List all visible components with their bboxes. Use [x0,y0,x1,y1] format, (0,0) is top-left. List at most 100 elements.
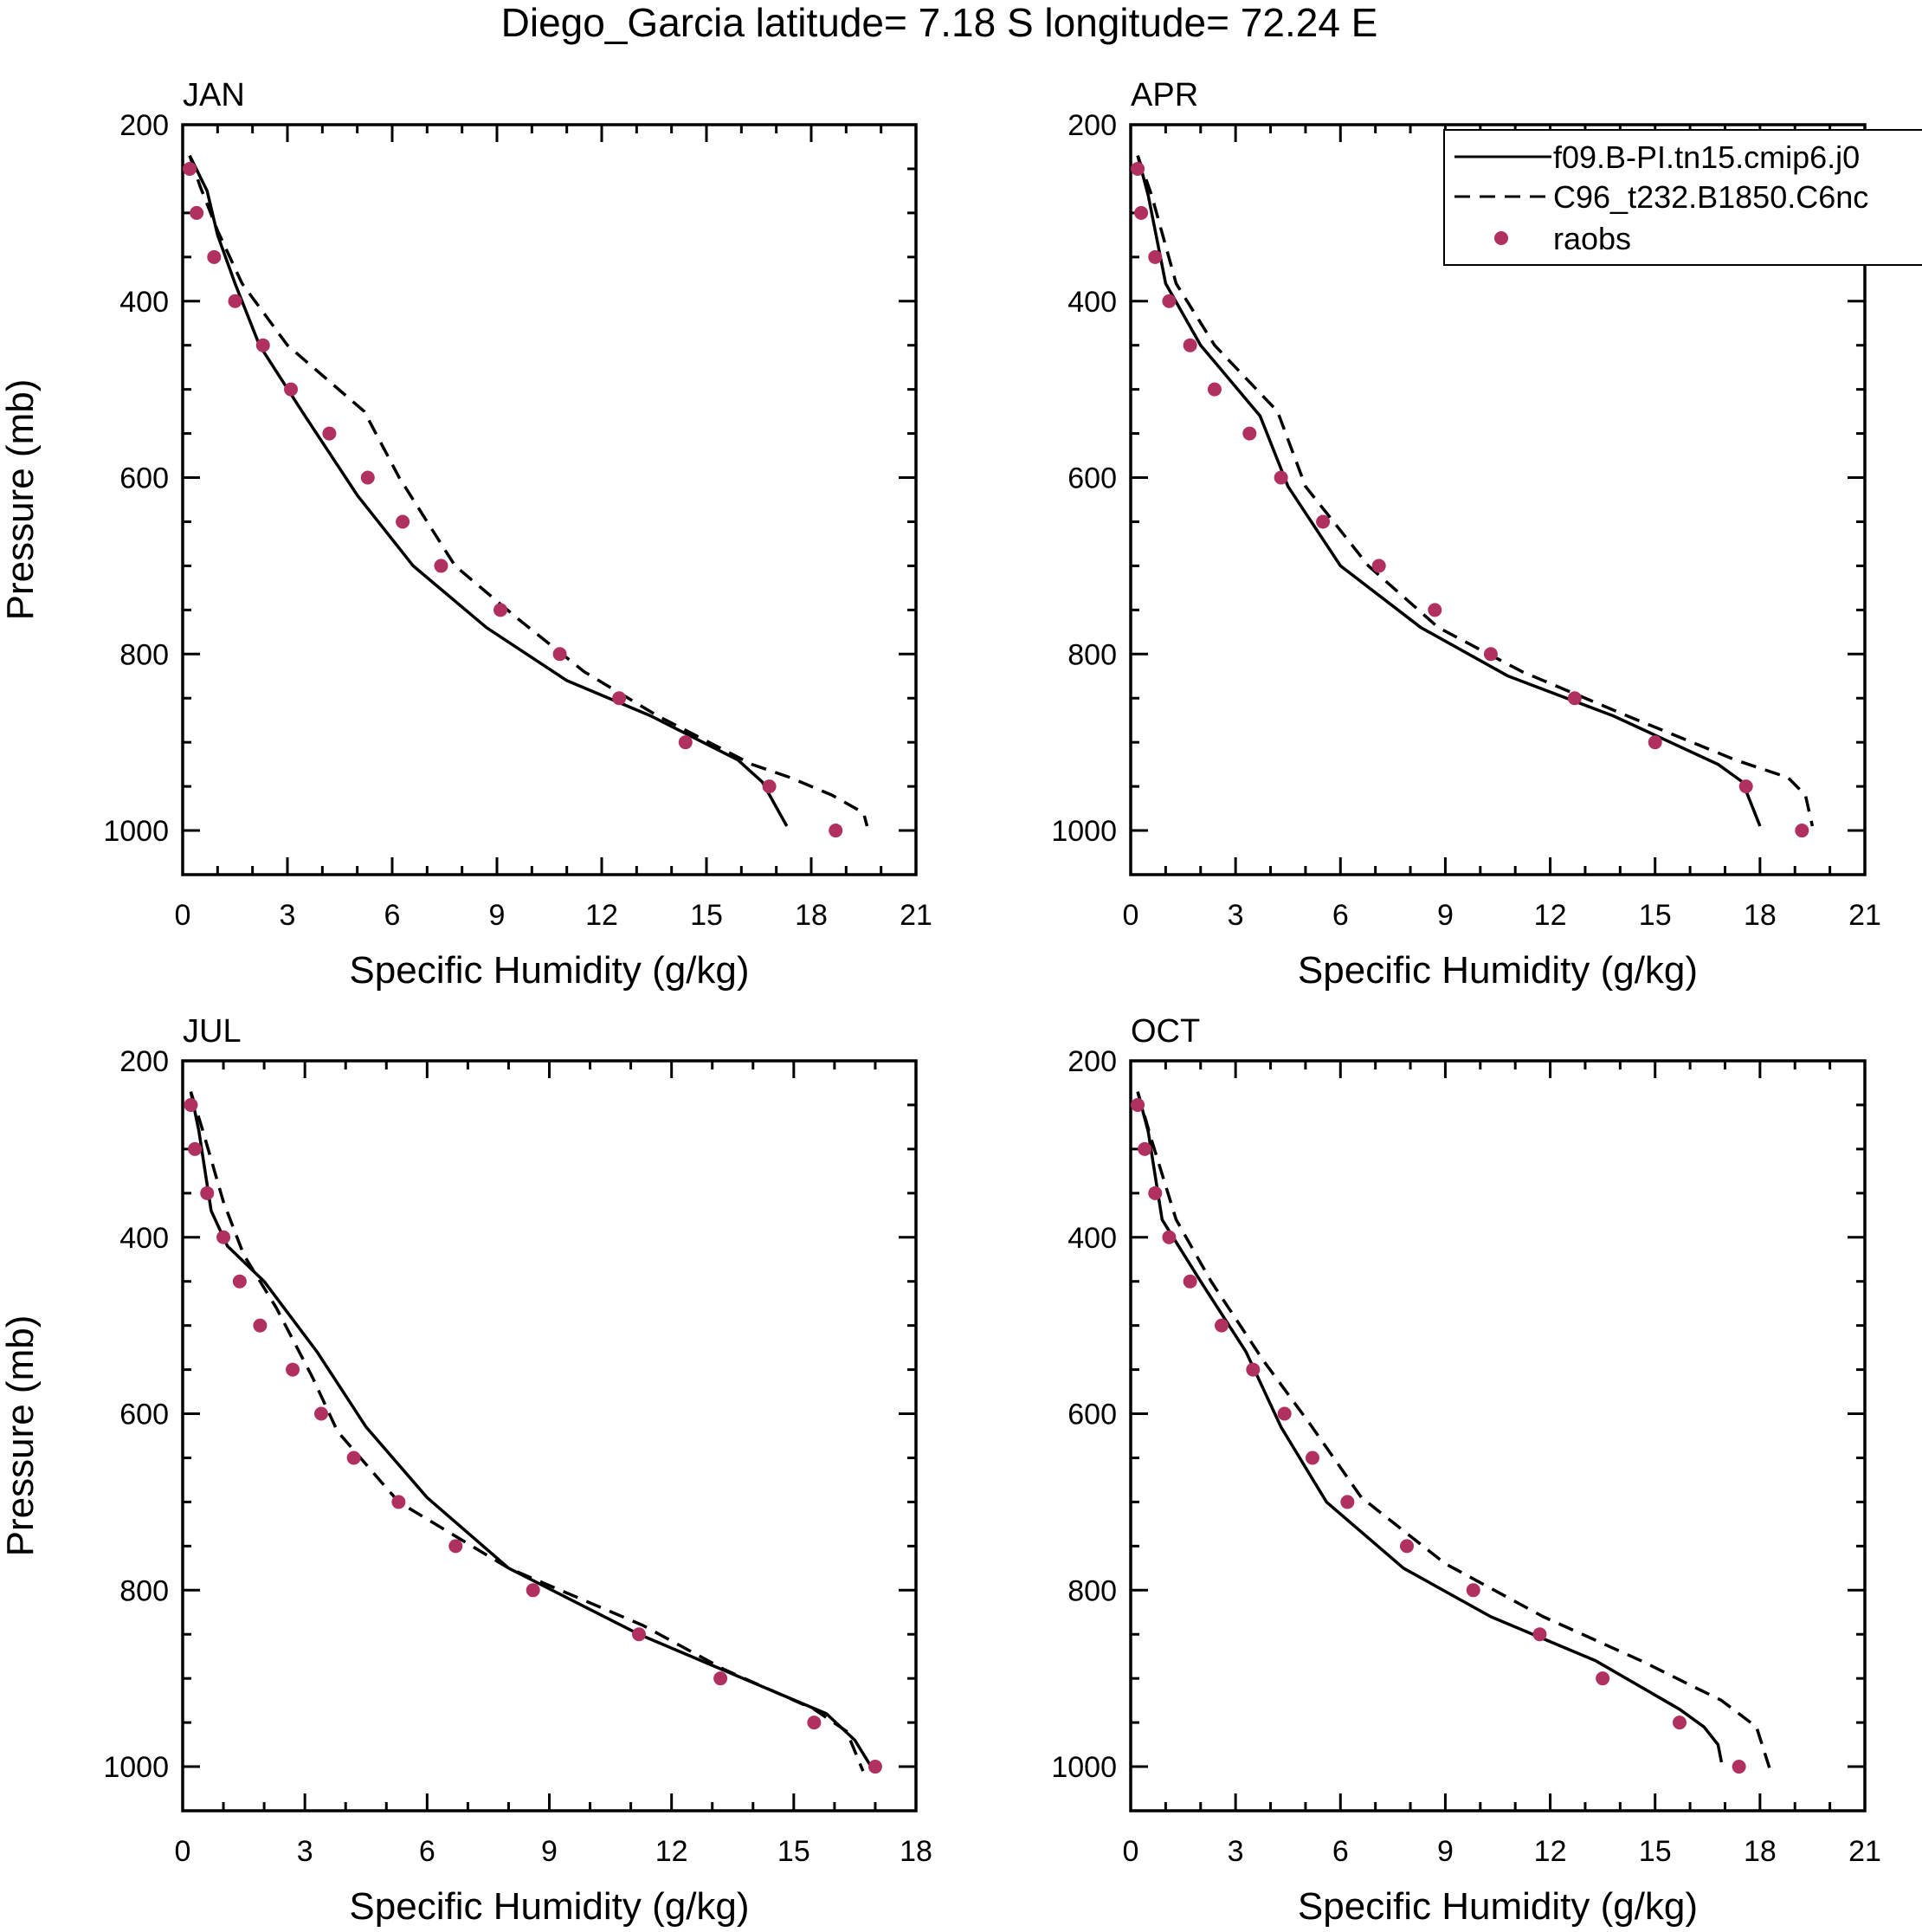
plot-frame [1129,1059,1867,1812]
series-line-f09 [189,1091,873,1768]
legend-label: raobs [1553,221,1631,256]
raobs-point [762,779,777,794]
legend-label: f09.B-PI.tn15.cmip6.j0 [1553,139,1860,175]
y-tick-label: 1000 [1051,1751,1117,1784]
raobs-point [1246,1362,1261,1377]
raobs-point [391,1495,406,1509]
raobs-point [612,691,627,706]
raobs-point [448,1539,463,1554]
plot-data [184,1091,882,1774]
x-tick-label: 12 [655,1835,688,1868]
series-line-c96 [188,155,869,827]
plot-frame [181,1059,918,1812]
x-axis-label: Specific Humidity (g/kg) [349,949,749,992]
y-tick-label: 400 [1067,1222,1117,1255]
x-axis-label: Specific Humidity (g/kg) [1298,1885,1698,1928]
x-tick-label: 18 [1744,899,1777,932]
y-tick-label: 1000 [103,1751,169,1784]
y-tick-label: 200 [119,109,169,142]
legend: f09.B-PI.tn15.cmip6.j0 C96_t232.B1850.C6n… [1443,129,1922,266]
y-tick-label: 600 [1067,1399,1117,1431]
x-tick-label: 9 [489,899,506,932]
plot-frame [181,123,918,876]
x-tick-label: 3 [1228,1835,1244,1868]
y-tick-label: 200 [1067,1045,1117,1078]
y-tick-label: 800 [1067,638,1117,671]
x-tick-label: 15 [777,1835,810,1868]
raobs-point [1738,779,1753,794]
raobs-point [1305,1451,1319,1465]
x-tick-label: 6 [384,899,401,932]
raobs-point [253,1318,268,1333]
x-axis-label: Specific Humidity (g/kg) [1298,949,1698,992]
raobs-point [713,1671,728,1686]
y-tick-label: 400 [119,1222,169,1255]
raobs-point [1340,1495,1355,1509]
raobs-point [552,647,567,662]
x-tick-label: 15 [1639,1835,1672,1868]
raobs-point [1131,161,1145,176]
y-tick-label: 800 [119,638,169,671]
raobs-point [188,1141,203,1156]
raobs-point [1428,603,1442,617]
raobs-point [1648,735,1662,750]
y-tick-label: 1000 [103,815,169,848]
legend-label: C96_t232.B1850.C6nc [1553,179,1868,215]
y-tick-label: 200 [1067,109,1117,142]
x-tick-label: 15 [690,899,723,932]
x-tick-label: 3 [280,899,296,932]
x-tick-label: 18 [795,899,828,932]
raobs-point [1274,470,1288,485]
x-tick-label: 0 [175,1835,191,1868]
x-tick-label: 12 [1534,899,1567,932]
series-line-c96 [1136,155,1815,827]
x-tick-label: 15 [1639,899,1672,932]
raobs-point [396,514,410,529]
raobs-point [526,1583,540,1598]
x-axis-label: Specific Humidity (g/kg) [349,1885,749,1928]
y-tick-label: 400 [1067,286,1117,319]
raobs-point [1795,824,1809,838]
y-tick-label: 1000 [1051,815,1117,848]
raobs-point [190,205,204,220]
raobs-point [1207,382,1222,397]
y-tick-label: 800 [1067,1574,1117,1607]
x-tick-label: 9 [1437,1835,1454,1868]
x-tick-label: 0 [1123,1835,1139,1868]
y-tick-label: 800 [119,1574,169,1607]
x-tick-label: 9 [541,1835,558,1868]
x-tick-label: 21 [900,899,932,932]
raobs-point [1371,559,1386,573]
raobs-point [1131,1097,1145,1112]
raobs-point [493,603,508,617]
raobs-point [322,426,337,441]
legend-box [1443,129,1922,266]
raobs-point [1162,294,1177,308]
raobs-point [207,249,222,264]
raobs-point [1134,205,1149,220]
raobs-point [1148,249,1163,264]
raobs-point [1466,1583,1480,1598]
panel-apr: APR 0 3 6 9 12 15 18 21 200 400 600 800 1000 Specific … [1051,77,1922,992]
raobs-point [228,294,242,308]
raobs-point [184,1097,198,1112]
raobs-point [1138,1141,1152,1156]
plot-data [1131,1091,1772,1774]
x-tick-label: 18 [1744,1835,1777,1868]
raobs-point [1567,691,1582,706]
x-tick-label: 6 [1332,899,1349,932]
raobs-point [434,559,448,573]
x-tick-label: 9 [1437,899,1454,932]
y-tick-label: 400 [119,286,169,319]
x-tick-label: 12 [1534,1835,1567,1868]
series-line-f09 [1136,155,1762,827]
raobs-point [807,1716,822,1730]
raobs-point [1672,1716,1687,1730]
raobs-point [1532,1627,1547,1642]
raobs-point [1316,514,1331,529]
raobs-point [313,1406,328,1421]
x-tick-label: 12 [585,899,618,932]
x-tick-label: 6 [1332,1835,1349,1868]
series-line-f09 [1136,1091,1724,1763]
raobs-point [346,1451,361,1465]
